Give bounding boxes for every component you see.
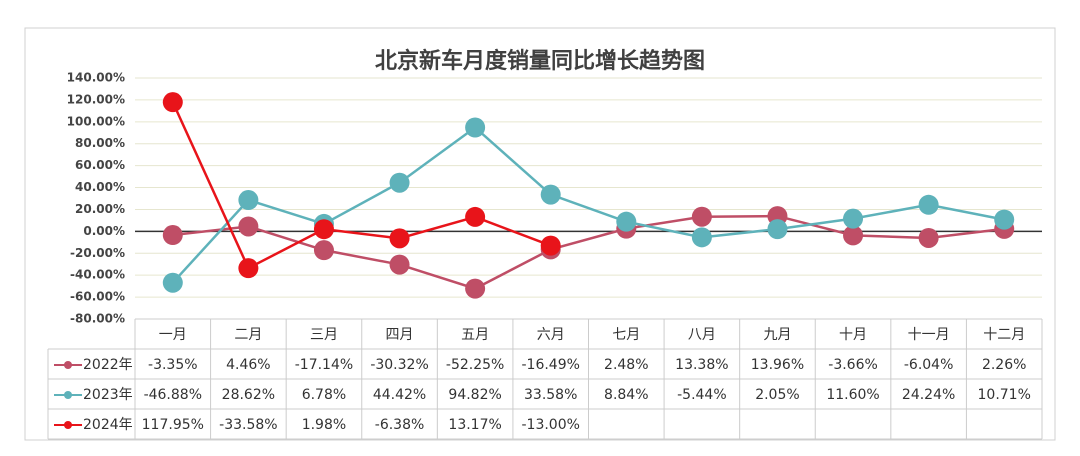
- marker: [238, 190, 259, 211]
- marker: [238, 258, 259, 279]
- x-tick-label: 六月: [537, 327, 565, 343]
- table-value: -6.38%: [375, 417, 425, 433]
- table-value: -33.58%: [219, 417, 277, 433]
- marker: [691, 206, 712, 227]
- table-value: 13.38%: [675, 357, 728, 373]
- table-value: 24.24%: [902, 387, 955, 403]
- marker: [994, 209, 1015, 230]
- y-tick-label: 40.00%: [75, 180, 125, 194]
- table-value: 2.48%: [604, 357, 648, 373]
- marker: [465, 117, 486, 138]
- marker: [540, 184, 561, 205]
- table-value: 13.17%: [448, 417, 501, 433]
- marker: [162, 92, 183, 113]
- y-tick-label: -40.00%: [70, 268, 125, 282]
- y-tick-label: -20.00%: [70, 246, 125, 260]
- legend-label: 2023年: [83, 387, 133, 403]
- table-value: 33.58%: [524, 387, 577, 403]
- table-value: 8.84%: [604, 387, 648, 403]
- table-value: 4.46%: [226, 357, 270, 373]
- table-value: -16.49%: [521, 357, 579, 373]
- x-tick-label: 七月: [612, 327, 640, 343]
- marker: [691, 227, 712, 248]
- marker: [162, 225, 183, 246]
- table-value: 10.71%: [978, 387, 1031, 403]
- x-tick-label: 一月: [159, 327, 187, 343]
- table-value: 2.26%: [982, 357, 1026, 373]
- x-tick-label: 九月: [763, 327, 791, 343]
- marker: [313, 219, 334, 240]
- legend-label: 2024年: [83, 417, 133, 433]
- table-value: 1.98%: [302, 417, 346, 433]
- marker: [238, 216, 259, 237]
- x-tick-label: 十月: [839, 327, 867, 343]
- marker: [389, 172, 410, 193]
- y-tick-label: 140.00%: [67, 71, 125, 85]
- y-tick-label: 60.00%: [75, 158, 125, 172]
- legend-marker: [64, 391, 72, 399]
- y-tick-label: -80.00%: [70, 312, 125, 326]
- marker: [313, 240, 334, 261]
- series-line: [171, 125, 1005, 284]
- table-value: -13.00%: [521, 417, 579, 433]
- table-value: -3.66%: [828, 357, 878, 373]
- table-value: 117.95%: [142, 417, 204, 433]
- marker: [162, 272, 183, 293]
- x-tick-label: 五月: [461, 327, 489, 343]
- table-value: -46.88%: [144, 387, 202, 403]
- marker: [918, 194, 939, 215]
- table-value: 44.42%: [373, 387, 426, 403]
- table-value: 6.78%: [302, 387, 346, 403]
- table-value: -30.32%: [370, 357, 428, 373]
- table-value: -6.04%: [904, 357, 954, 373]
- table-value: 11.60%: [826, 387, 879, 403]
- legend-marker: [64, 361, 72, 369]
- y-tick-label: -60.00%: [70, 290, 125, 304]
- x-tick-label: 十一月: [908, 327, 950, 343]
- y-tick-label: 0.00%: [83, 224, 125, 238]
- chart-frame: [24, 27, 1056, 441]
- table-value: 13.96%: [751, 357, 804, 373]
- x-tick-label: 三月: [310, 327, 338, 343]
- table-value: 2.05%: [755, 387, 799, 403]
- marker: [843, 225, 864, 246]
- series-line: [171, 101, 552, 270]
- legend-label: 2022年: [83, 357, 133, 373]
- legend-marker: [64, 421, 72, 429]
- table-value: 94.82%: [448, 387, 501, 403]
- table-value: -17.14%: [295, 357, 353, 373]
- marker: [465, 206, 486, 227]
- y-tick-label: 120.00%: [67, 92, 125, 106]
- x-tick-label: 十二月: [983, 327, 1025, 343]
- x-tick-label: 二月: [234, 327, 262, 343]
- marker: [767, 219, 788, 240]
- chart-title: 北京新车月度销量同比增长趋势图: [375, 48, 705, 74]
- y-tick-label: 20.00%: [75, 202, 125, 216]
- marker: [389, 254, 410, 275]
- marker: [465, 278, 486, 299]
- series-line: [172, 214, 1005, 290]
- y-tick-label: 80.00%: [75, 136, 125, 150]
- marker: [540, 235, 561, 256]
- marker: [843, 208, 864, 229]
- table-value: 28.62%: [222, 387, 275, 403]
- marker: [389, 228, 410, 249]
- y-tick-label: 100.00%: [67, 114, 125, 128]
- table-value: -3.35%: [148, 357, 198, 373]
- table-value: -52.25%: [446, 357, 504, 373]
- marker: [616, 211, 637, 232]
- x-tick-label: 四月: [386, 327, 414, 343]
- table-value: -5.44%: [677, 387, 727, 403]
- marker: [918, 227, 939, 248]
- x-tick-label: 八月: [688, 327, 716, 343]
